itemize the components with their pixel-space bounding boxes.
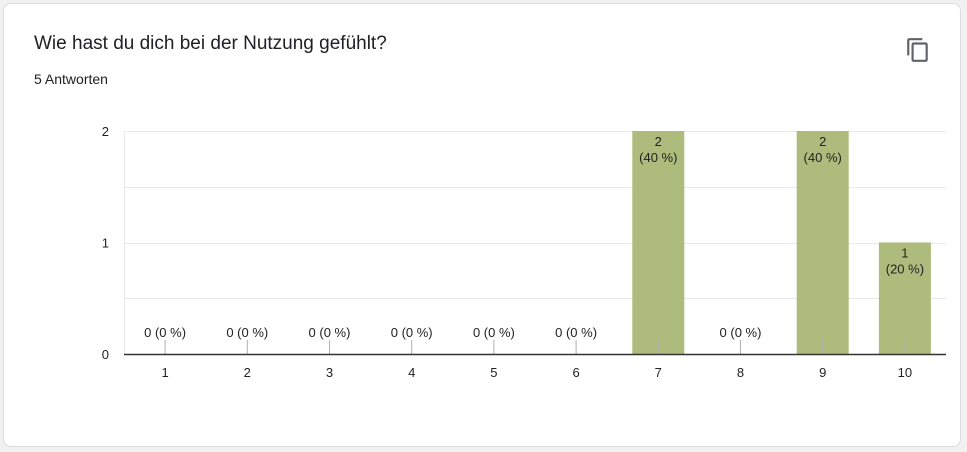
- y-tick-label: 1: [102, 236, 109, 251]
- x-tick-label: 5: [490, 365, 497, 380]
- bar-data-label: 0 (0 %): [473, 325, 515, 340]
- copy-icon: [907, 38, 928, 62]
- bar-data-label: (20 %): [886, 262, 924, 277]
- y-tick-label: 2: [102, 124, 109, 139]
- copy-chart-button[interactable]: [900, 32, 936, 68]
- y-tick-label: 0: [102, 347, 109, 362]
- x-tick-label: 2: [244, 365, 251, 380]
- question-title: Wie hast du dich bei der Nutzung gefühlt…: [34, 33, 387, 54]
- x-tick-label: 10: [898, 365, 912, 380]
- response-count: 5 Antworten: [34, 71, 108, 87]
- x-tick-label: 7: [655, 365, 662, 380]
- x-tick-label: 3: [326, 365, 333, 380]
- bar-data-label: 1: [901, 246, 908, 261]
- bar: [632, 131, 685, 354]
- x-tick-label: 6: [572, 365, 579, 380]
- bar: [796, 131, 849, 354]
- x-tick-label: 1: [161, 365, 168, 380]
- x-tick-label: 9: [819, 365, 826, 380]
- bar-data-label: 0 (0 %): [720, 325, 762, 340]
- bar-data-label: (40 %): [639, 150, 677, 165]
- bar-data-label: (40 %): [804, 150, 842, 165]
- x-tick-label: 8: [737, 365, 744, 380]
- bar-data-label: 2: [819, 134, 826, 149]
- x-tick-label: 4: [408, 365, 415, 380]
- bar-data-label: 0 (0 %): [144, 325, 186, 340]
- bar-data-label: 0 (0 %): [309, 325, 351, 340]
- bar-data-label: 2: [655, 134, 662, 149]
- bar-data-label: 0 (0 %): [391, 325, 433, 340]
- bar-data-label: 0 (0 %): [226, 325, 268, 340]
- bar-data-label: 0 (0 %): [555, 325, 597, 340]
- bar: [878, 242, 931, 354]
